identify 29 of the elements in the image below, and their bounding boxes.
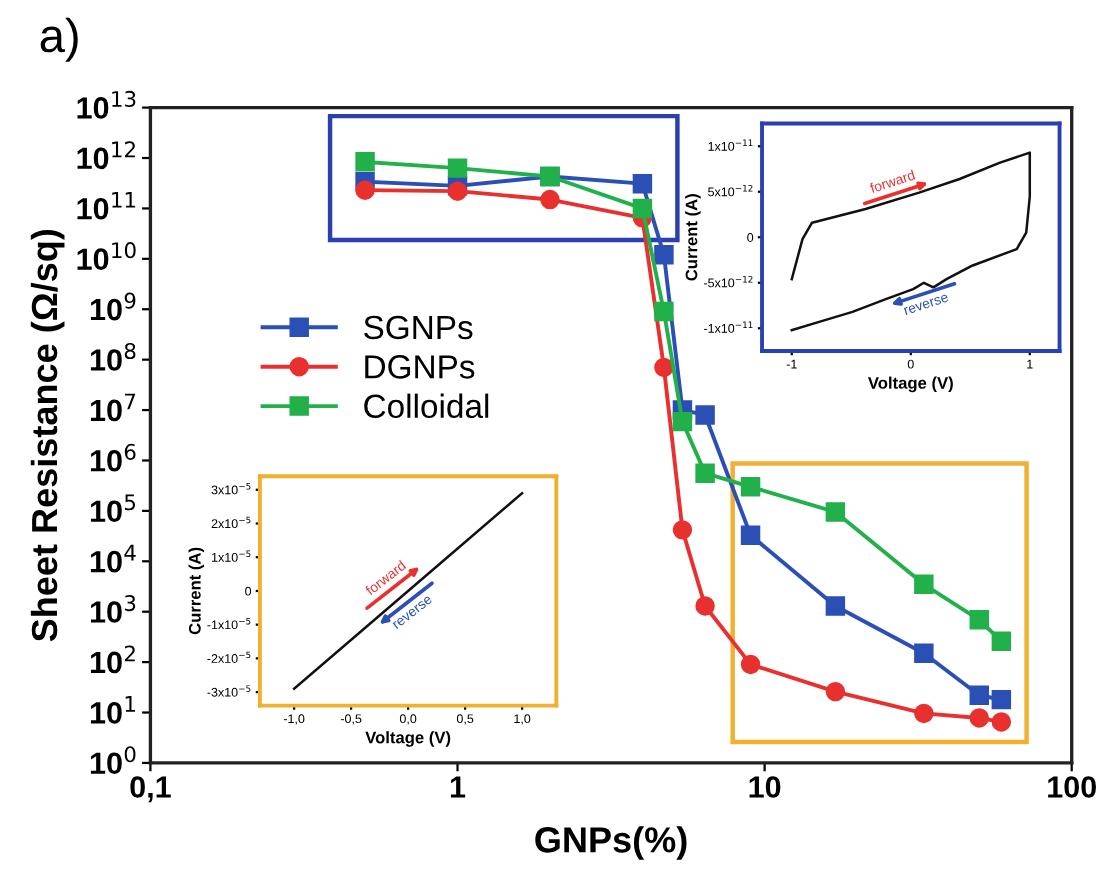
legend-label: DGNPs — [365, 355, 475, 379]
y-tick-label: 10$^{4}$ — [90, 544, 136, 573]
x-axis-title: GNPs(%) — [535, 826, 687, 860]
y-tick-label: 10$^{12}$ — [77, 141, 135, 170]
chart-title: a) — [40, 17, 78, 62]
y-tick-label: 10$^{1}$ — [90, 696, 135, 724]
x-axis-title: Voltage (V) — [365, 731, 451, 747]
y-tick-label: 10$^{13}$ — [77, 90, 136, 119]
legend-label: Colloidal — [364, 393, 489, 419]
y-axis-title: Current (A) — [188, 547, 205, 635]
y-tick-label: 10$^{2}$ — [90, 645, 135, 674]
y-tick-label: 10$^{8}$ — [90, 342, 136, 371]
line-series — [790, 151, 1032, 332]
y-tick-label: 10$^{7}$ — [90, 393, 136, 422]
x-tick-label: 0,1 — [130, 776, 171, 803]
y-tick-label: 10$^{6}$ — [90, 443, 136, 472]
y-axis-title: Sheet Resistance (Ω/sq) — [30, 229, 65, 642]
x-axis-title: Voltage (V) — [868, 376, 953, 393]
y-tick-label: 10$^{5}$ — [90, 494, 136, 523]
y-tick-label: 10$^{10}$ — [77, 242, 136, 270]
x-tick-label: 10 — [749, 776, 781, 798]
legend-label: SGNPs — [364, 315, 473, 340]
y-tick-label: 10$^{11}$ — [77, 192, 136, 220]
y-tick-label: 10$^{9}$ — [90, 292, 136, 321]
y-tick-label: 10$^{3}$ — [90, 594, 136, 623]
y-tick-label: 10$^{0}$ — [90, 746, 136, 775]
x-tick-label: 100 — [1048, 776, 1096, 798]
y-axis-title: Current (A) — [685, 194, 701, 281]
x-tick-label: 1 — [450, 776, 466, 798]
